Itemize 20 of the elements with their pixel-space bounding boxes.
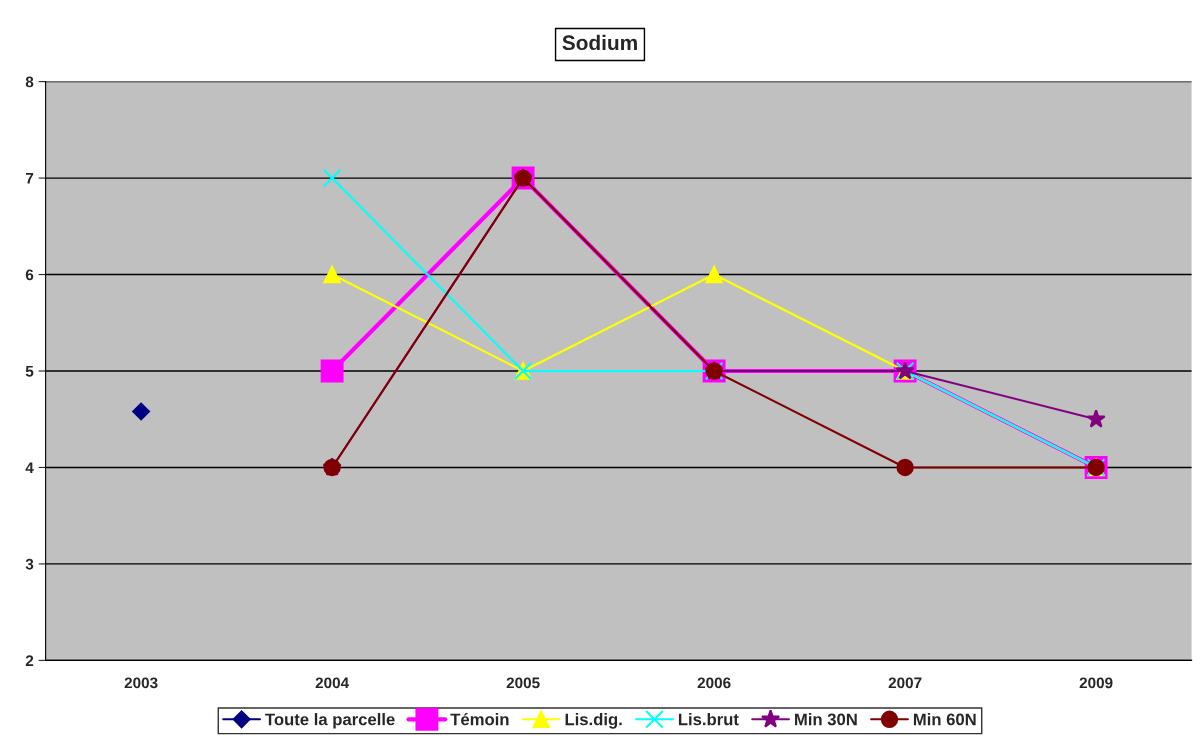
y-tick-label: 7 — [25, 173, 34, 184]
legend-label: Min 60N — [913, 713, 976, 726]
legend-label: Lis.dig. — [565, 713, 622, 729]
y-tick-label: 2 — [25, 655, 34, 666]
y-tick-label: 4 — [25, 462, 34, 473]
legend-label: Lis.brut — [678, 713, 739, 726]
y-tick-label: 8 — [25, 76, 34, 88]
x-tick-label: 2004 — [315, 677, 350, 689]
x-tick-label: 2009 — [1079, 677, 1113, 689]
x-tick-label: 2007 — [888, 677, 922, 689]
y-tick-label: 3 — [25, 558, 34, 570]
chart-title: Sodium — [562, 34, 637, 51]
x-tick-label: 2006 — [697, 677, 731, 689]
y-tick-label: 6 — [25, 269, 34, 281]
legend-label: Min 30N — [795, 713, 857, 726]
legend-label: Toute la parcelle — [265, 713, 395, 729]
x-tick-label: 2005 — [506, 677, 540, 689]
x-tick-label: 2003 — [124, 677, 158, 689]
y-tick-label: 5 — [25, 366, 34, 377]
legend-label: Témoin — [450, 712, 509, 726]
